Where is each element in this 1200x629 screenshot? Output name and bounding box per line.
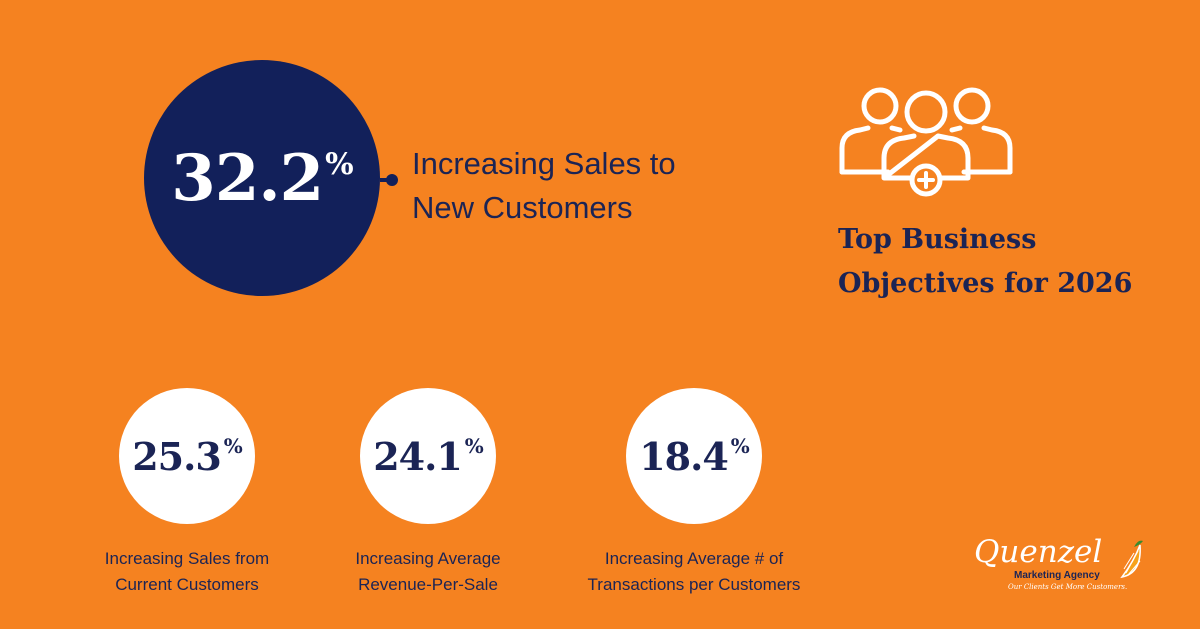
stat-circle: 18.4% bbox=[626, 388, 762, 524]
stat-value-unit: % bbox=[223, 433, 243, 458]
stat-label-line: Current Customers bbox=[115, 575, 259, 594]
stat-item: 18.4% Increasing Average # of Transactio… bbox=[564, 388, 824, 598]
stat-label: Increasing Average # of Transactions per… bbox=[564, 546, 824, 598]
connector-dot bbox=[386, 174, 398, 186]
stat-label-line: Increasing Average # of bbox=[604, 549, 784, 568]
stat-value: 18.4% bbox=[639, 433, 750, 479]
orange-slice-icon bbox=[1120, 540, 1143, 579]
stat-item: 24.1% Increasing Average Revenue-Per-Sal… bbox=[298, 388, 558, 598]
people-group-add-icon bbox=[839, 87, 1013, 197]
stat-value-unit: % bbox=[325, 146, 353, 182]
stat-label: Increasing Average Revenue-Per-Sale bbox=[298, 546, 558, 598]
stat-value: 25.3% bbox=[132, 433, 243, 479]
stat-label-line: Increasing Sales to bbox=[412, 146, 676, 181]
stat-value-primary: 32.2% bbox=[171, 140, 353, 216]
page-title-line: Objectives for 2026 bbox=[838, 268, 1133, 299]
stat-label: Increasing Sales from Current Customers bbox=[57, 546, 317, 598]
logo-tagline: Our Clients Get More Customers. bbox=[1008, 583, 1128, 591]
stat-value-unit: % bbox=[464, 433, 484, 458]
page-title: Top Business Objectives for 2026 bbox=[838, 218, 1178, 306]
stat-value-unit: % bbox=[730, 433, 750, 458]
logo-name: Quenzel bbox=[974, 534, 1103, 570]
stat-label-line: Transactions per Customers bbox=[587, 575, 801, 594]
stat-item: 25.3% Increasing Sales from Current Cust… bbox=[57, 388, 317, 598]
stat-label-line: New Customers bbox=[412, 190, 633, 225]
stat-value-number: 32.2 bbox=[171, 140, 324, 216]
stat-circle: 25.3% bbox=[119, 388, 255, 524]
logo-subtitle: Marketing Agency bbox=[1014, 570, 1100, 581]
stat-label-primary: Increasing Sales to New Customers bbox=[412, 142, 732, 230]
stat-label-line: Increasing Average bbox=[355, 549, 501, 568]
stat-value-number: 18.4 bbox=[639, 433, 729, 479]
stat-value: 24.1% bbox=[373, 433, 484, 479]
stat-circle-primary: 32.2% bbox=[144, 60, 380, 296]
stat-value-number: 25.3 bbox=[132, 433, 222, 479]
brand-logo: Quenzel Marketing Agency Our Clients Get… bbox=[966, 535, 1152, 605]
stat-value-number: 24.1 bbox=[373, 433, 463, 479]
stat-circle: 24.1% bbox=[360, 388, 496, 524]
page-title-line: Top Business bbox=[838, 224, 1037, 255]
stat-label-line: Increasing Sales from bbox=[104, 549, 270, 568]
stat-label-line: Revenue-Per-Sale bbox=[358, 575, 498, 594]
